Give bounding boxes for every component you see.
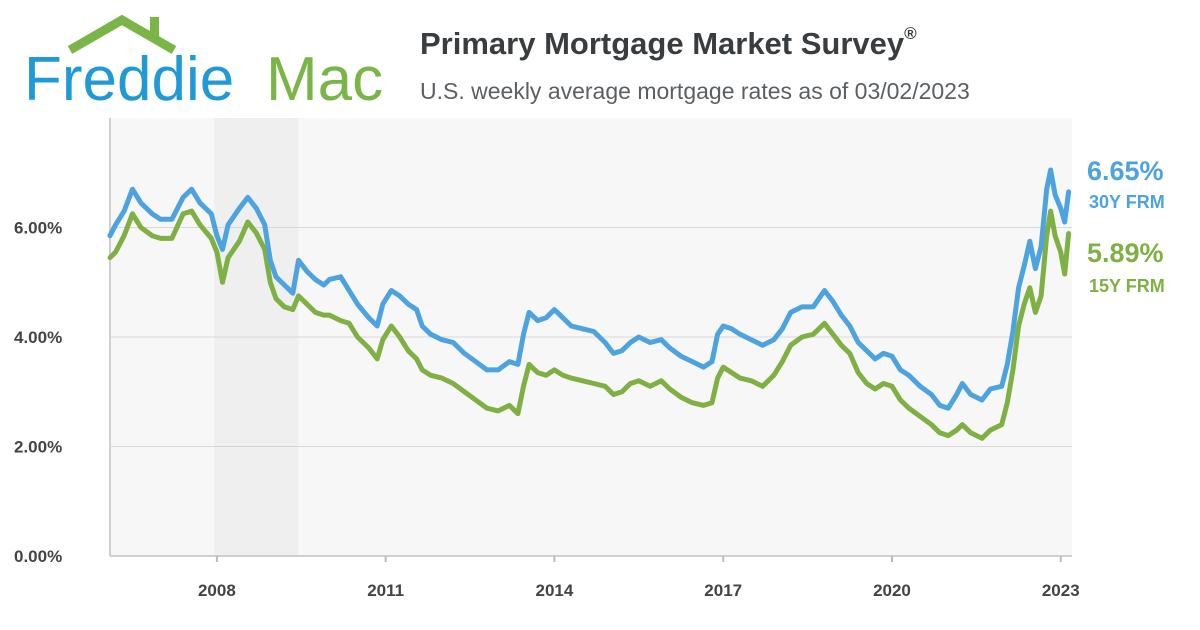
y-tick-label: 4.00% xyxy=(14,328,62,347)
x-tick-label: 2008 xyxy=(198,581,236,600)
chart-title-text: Primary Mortgage Market Survey xyxy=(420,26,905,61)
logo-chimney xyxy=(150,17,159,39)
series-name-30y: 30Y FRM xyxy=(1089,192,1165,212)
y-axis-tick-labels: 0.00% 2.00% 4.00% 6.00% xyxy=(14,219,62,567)
y-tick-label: 0.00% xyxy=(14,547,62,566)
x-axis-tick-labels: 2008 2011 2014 2017 2020 2023 xyxy=(198,556,1080,600)
x-tick-label: 2017 xyxy=(704,581,742,600)
y-tick-label: 6.00% xyxy=(14,219,62,238)
series-name-15y: 15Y FRM xyxy=(1089,276,1165,296)
chart-subtitle: U.S. weekly average mortgage rates as of… xyxy=(420,78,970,104)
x-tick-label: 2020 xyxy=(873,581,911,600)
logo-graphic: Freddie Mac xyxy=(24,14,383,110)
registered-mark: ® xyxy=(904,24,917,43)
freddie-mac-logo: Freddie Mac xyxy=(22,14,387,110)
chart-title: Primary Mortgage Market Survey® xyxy=(420,24,917,62)
logo-roof-icon xyxy=(67,14,177,54)
grid-lines xyxy=(110,227,1072,447)
axes xyxy=(109,118,1072,557)
series-lines xyxy=(107,167,1072,441)
series-end-labels: 6.65% 30Y FRM 5.89% 15Y FRM xyxy=(1087,156,1165,296)
end-value-15y: 5.89% xyxy=(1087,238,1164,268)
logo-text-freddie: Freddie xyxy=(24,45,234,110)
x-tick-label: 2023 xyxy=(1042,581,1080,600)
series-line-30y-frm xyxy=(107,167,1072,411)
x-tick-label: 2011 xyxy=(367,581,404,600)
y-tick-label: 2.00% xyxy=(14,438,62,457)
logo-text-mac: Mac xyxy=(266,45,383,110)
x-tick-label: 2014 xyxy=(536,581,574,600)
series-line-15y-frm xyxy=(107,208,1072,441)
end-value-30y: 6.65% xyxy=(1087,156,1164,186)
